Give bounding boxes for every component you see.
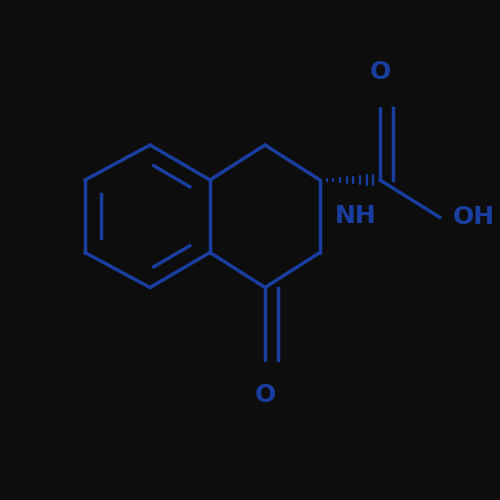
Text: OH: OH [452, 206, 494, 230]
Text: NH: NH [335, 204, 377, 228]
Text: O: O [254, 383, 276, 407]
Text: O: O [370, 60, 390, 84]
